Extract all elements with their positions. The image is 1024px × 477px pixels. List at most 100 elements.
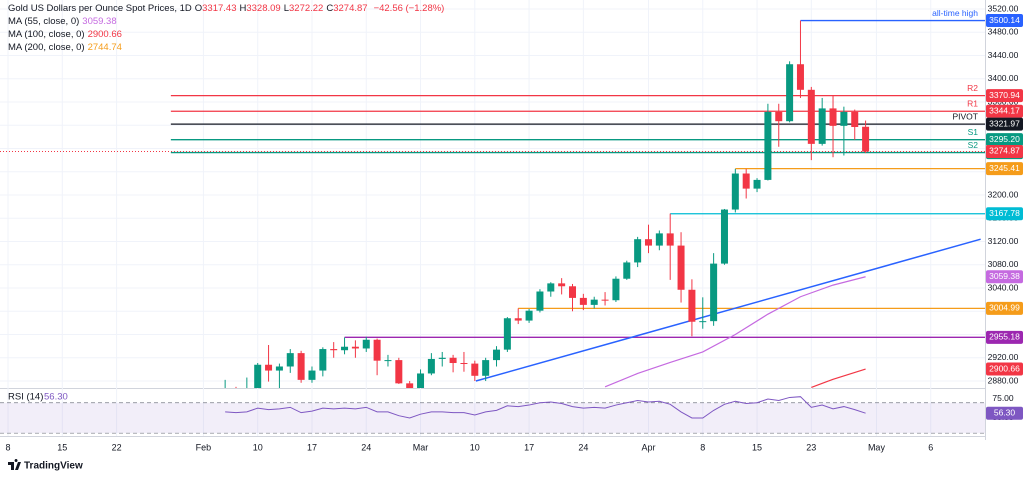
candle-body [417,373,425,388]
level-price-label-bg [986,14,1023,28]
level-price-label: 3295.20 [989,134,1020,144]
ohlc-key: H [239,3,247,14]
candle-body [623,262,631,279]
candle-body [851,111,859,128]
ma-legend-row: MA (55, close, 0) 3059.38 [8,15,447,28]
candle-body [525,310,533,321]
x-tick-label: 15 [752,442,762,452]
candle-body [807,89,815,144]
ohlc-key: L [283,3,289,14]
level-price-label: 3344.17 [989,105,1020,115]
candle-body [275,366,283,371]
ma-name: MA (100, close, 0) [8,29,85,40]
x-tick-label: 24 [578,442,588,452]
ohlc-value: 3272.22 [289,3,324,14]
rsi-value: 56.30 [44,392,68,403]
trendline [475,238,981,382]
candle-body [688,289,696,322]
level-name: R1 [967,98,978,108]
ma-price-label: 2900.66 [989,363,1020,373]
candle-body [471,363,479,376]
x-tick-label: 8 [6,442,11,452]
x-tick-label: Feb [196,442,212,452]
x-tick-label: 15 [57,442,67,452]
candle-body [351,346,359,349]
level-price-label-bg [986,89,1023,103]
candle-body [265,364,273,371]
x-tick-label: 10 [253,442,263,452]
ma-price-label-bg [986,270,1023,284]
y-tick-label: 3520.00 [988,3,1019,13]
candle-body [319,349,327,371]
candle-body [482,360,490,376]
ma-legend-row: MA (100, close, 0) 2900.66 [8,28,447,41]
candle-body [330,349,338,351]
candle-body [449,357,457,364]
title-row: Gold US Dollars per Ounce Spot Prices, 1… [8,2,447,15]
ohlc-value: 3317.43 [202,3,237,14]
level-price-label-bg [986,133,1023,147]
ma-value: 3059.38 [82,16,117,27]
y-tick-label: 3040.00 [988,282,1019,292]
ohlc: O3317.43 H3328.09 L3272.22 C3274.87 [195,3,371,14]
candle-body [243,392,250,395]
y-tick-label: 3440.00 [988,50,1019,60]
moving-average [811,368,866,388]
candle-body [395,360,403,384]
ohlc-value: 3274.87 [333,3,368,14]
candle-body [764,111,772,180]
candle-body [666,233,674,246]
candle-body [601,299,609,301]
candle-body [514,318,522,321]
x-tick-label: Mar [413,442,429,452]
rsi-line [225,396,866,419]
candle-body [829,108,837,126]
candle-body [720,209,728,264]
ma-price-label: 3059.38 [989,271,1020,281]
x-tick-label: 10 [470,442,480,452]
level-price-label: 3245.41 [989,163,1020,173]
candle-body [840,111,848,126]
level-price-label: 3167.78 [989,208,1020,218]
candle-body [699,321,707,323]
x-tick-label: 23 [806,442,816,452]
candle-body [438,357,446,359]
candle-body [634,239,642,263]
level-price-label: 3370.94 [989,90,1020,100]
level-price-label-bg [986,330,1023,344]
x-tick-label: 17 [307,442,317,452]
rsi-band [0,402,985,434]
candle-body [710,263,718,322]
candle-body [753,179,761,189]
y-tick-label: 3480.00 [988,27,1019,37]
y-tick-label: 3400.00 [988,73,1019,83]
x-tick-label: 24 [361,442,371,452]
candle-body [286,353,294,367]
candle-body [427,358,435,374]
ma-legend-row: MA (200, close, 0) 2744.74 [8,41,447,54]
candle-body [536,291,544,311]
candle-body [644,239,652,246]
candle-body [308,370,316,380]
plot-area [0,19,985,395]
level-price-label-bg [986,117,1023,131]
candle-body [796,64,804,90]
candle-body [569,286,577,298]
candle-body [579,297,587,305]
candle-body [254,364,262,388]
level-name: R2 [967,83,978,93]
candle-body [493,349,501,361]
candle-body [503,318,511,350]
candle-body [612,278,620,301]
candle-body [590,299,598,305]
x-tick-label: 17 [524,442,534,452]
legend: Gold US Dollars per Ounce Spot Prices, 1… [8,2,447,54]
candle-body [362,339,370,349]
ma-value: 2900.66 [87,29,122,40]
candle-body [677,245,685,290]
candle-body [818,108,826,144]
ma-name: MA (200, close, 0) [8,42,85,53]
x-tick-label: 22 [112,442,122,452]
ohlc-value: 3328.09 [246,3,281,14]
